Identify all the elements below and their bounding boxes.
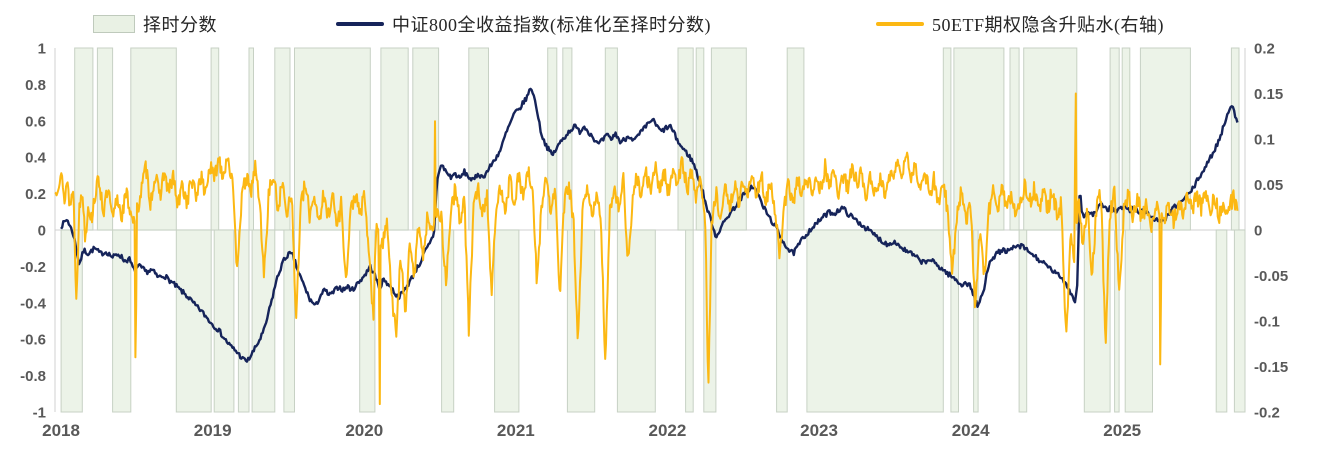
score-band-positive [130,47,177,231]
x-axis-year-label: 2020 [345,421,383,440]
score-band-positive [695,47,705,231]
score-band-negative [213,229,235,413]
right-axis-tick: 0.05 [1254,177,1283,194]
left-axis-tick: 1 [38,41,46,58]
score-band-negative [60,229,83,413]
score-band-positive [1009,47,1020,231]
score-band-positive [786,47,805,231]
left-axis-tick: 0.8 [25,77,46,94]
left-axis-tick: -0.6 [20,332,46,349]
left-axis-tick: 0.4 [25,150,47,167]
score-band-negative [806,229,944,413]
right-axis-tick: 0.2 [1254,41,1275,58]
score-band-positive [1139,47,1191,231]
legend-label-csi800: 中证800全收益指数(标准化至择时分数) [392,15,711,35]
csi800-index-line [60,87,1239,363]
score-band-positive [96,47,114,231]
score-band-positive [210,47,220,231]
score-band-negative [1124,229,1153,413]
legend-item-etf50-premium: 50ETF期权隐含升贴水(右轴) [876,10,1164,38]
score-band-negative [1233,229,1246,413]
x-axis-year-label: 2025 [1103,421,1141,440]
score-band-negative [616,229,656,413]
score-band-negative [237,229,250,413]
left-axis-labels: 1 0.8 0.6 0.4 0.2 0 -0.2 -0.4 -0.6 -0.8 -1 [20,41,47,422]
score-band-positive [248,47,254,231]
etf50-premium-line-swatch [876,22,924,26]
chart-legend: 择时分数 中证800全收益指数(标准化至择时分数) 50ETF期权隐含升贴水(右… [0,10,1317,38]
left-axis-tick: -0.8 [20,368,46,385]
left-axis-tick: -1 [33,405,46,422]
x-axis-labels: 2018 2019 2020 2021 2022 2023 2024 2025 [42,421,1141,440]
x-axis-year-label: 2018 [42,421,80,440]
score-band-negative [973,229,979,413]
x-axis-year-label: 2022 [649,421,687,440]
score-band-negative [494,229,520,413]
right-axis-tick: 0 [1254,223,1262,240]
score-band-negative [1215,229,1228,413]
left-axis-tick: 0.2 [25,186,46,203]
score-band-negative [251,229,276,413]
x-axis-year-label: 2019 [194,421,232,440]
right-axis-tick: -0.15 [1254,359,1288,376]
legend-label-timing-score: 择时分数 [143,15,217,35]
legend-label-etf50-premium: 50ETF期权隐含升贴水(右轴) [932,15,1164,35]
left-axis-tick: -0.4 [20,295,47,312]
score-band-negative [283,229,295,413]
right-axis-tick: 0.1 [1254,132,1275,149]
timing-score-swatch [93,15,135,33]
x-axis-year-label: 2024 [952,421,990,440]
score-band-positive [468,47,489,231]
csi800-line-swatch [336,22,384,26]
left-axis-tick: 0 [38,223,46,240]
legend-item-csi800: 中证800全收益指数(标准化至择时分数) [336,10,711,38]
score-band-positive [274,47,291,231]
right-axis-tick: 0.15 [1254,86,1283,103]
right-axis-tick: -0.05 [1254,268,1288,285]
legend-item-timing-score: 择时分数 [93,10,217,38]
right-axis-tick: -0.1 [1254,314,1280,331]
left-axis-tick: 0.6 [25,113,46,130]
score-band-negative [175,229,212,413]
etf50-premium-line [54,92,1239,406]
score-band-negative [112,229,132,413]
right-axis-labels: 0.2 0.15 0.1 0.05 0 -0.05 -0.1 -0.15 -0.2 [1254,41,1288,422]
score-band-positive [380,47,409,231]
left-axis-tick: -0.2 [20,259,46,276]
score-band-positive [677,47,694,231]
score-band-negative [1018,229,1028,413]
x-axis-year-label: 2023 [800,421,838,440]
x-axis-year-label: 2021 [497,421,535,440]
score-band-positive [547,47,558,231]
score-band-negative [776,229,788,413]
score-band-positive [942,47,952,231]
score-band-negative [359,229,376,413]
timing-score-bands [60,47,1246,413]
score-band-negative [685,229,694,413]
right-axis-tick: -0.2 [1254,405,1280,422]
